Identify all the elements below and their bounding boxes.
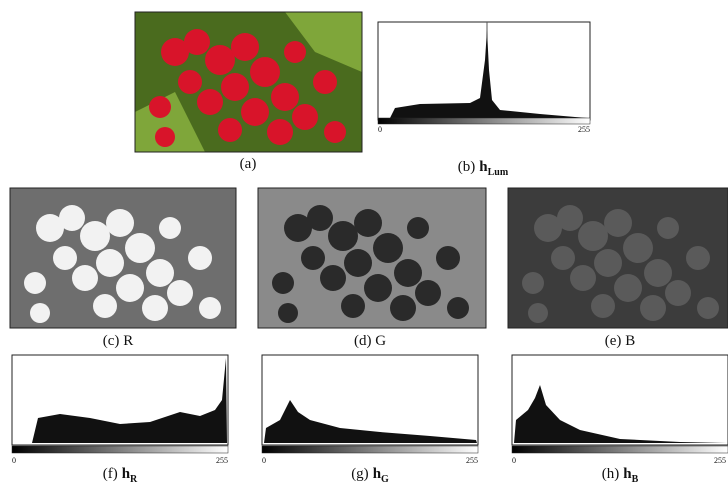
histogram bbox=[12, 355, 228, 453]
caption-part: (e) bbox=[605, 333, 622, 349]
caption-part: R bbox=[123, 333, 133, 349]
caption-part: (f) bbox=[103, 466, 118, 482]
axis-label: 255 bbox=[714, 456, 726, 465]
figure: (a) 0 255 (b) hLum (c) R (d) G (e) B bbox=[0, 0, 728, 484]
caption-part: G bbox=[375, 333, 386, 349]
caption-part: G bbox=[381, 474, 389, 484]
caption-part: (d) bbox=[354, 333, 372, 349]
histogram bbox=[262, 355, 478, 453]
caption-part: (g) bbox=[351, 466, 369, 482]
axis-label: 255 bbox=[216, 456, 228, 465]
caption: (h) hB bbox=[602, 465, 639, 484]
caption-part: (c) bbox=[103, 333, 120, 349]
caption: (e) B bbox=[605, 333, 635, 349]
histogram bbox=[378, 22, 590, 124]
axis-label: 0 bbox=[12, 456, 16, 465]
caption: (g) hG bbox=[351, 465, 389, 484]
photo-color bbox=[135, 12, 362, 152]
caption-part: Lum bbox=[488, 167, 509, 178]
axis-label: 0 bbox=[262, 456, 266, 465]
caption: (b) hLum bbox=[458, 158, 509, 178]
photo-blue bbox=[508, 188, 728, 328]
caption-part: R bbox=[130, 474, 138, 484]
axis-label: 0 bbox=[512, 456, 516, 465]
caption: (d) G bbox=[354, 333, 386, 349]
photo-red bbox=[10, 188, 236, 328]
axis-label: 0 bbox=[378, 125, 382, 134]
caption-part: (b) bbox=[458, 159, 476, 175]
caption: (c) R bbox=[103, 333, 133, 349]
caption-part: (h) bbox=[602, 466, 620, 482]
axis-label: 255 bbox=[578, 125, 590, 134]
caption-part: B bbox=[632, 474, 639, 484]
caption-part: B bbox=[625, 333, 635, 349]
axis-label: 255 bbox=[466, 456, 478, 465]
photo-green bbox=[258, 188, 486, 328]
caption: (a) bbox=[240, 156, 257, 172]
histogram bbox=[512, 355, 728, 453]
caption: (f) hR bbox=[103, 465, 138, 484]
